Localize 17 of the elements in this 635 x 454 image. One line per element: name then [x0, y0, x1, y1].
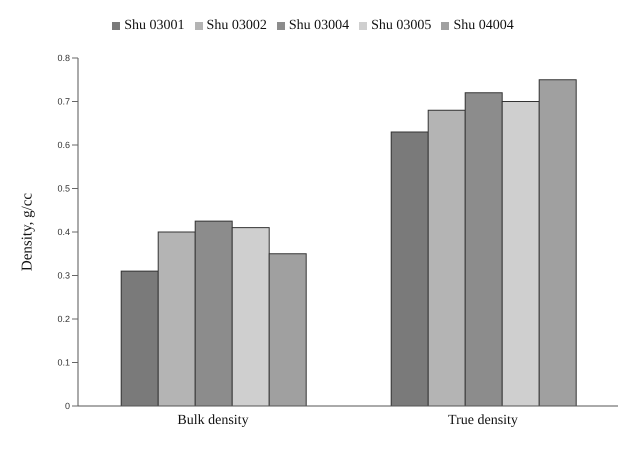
y-tick-label: 0 — [64, 401, 70, 412]
y-tick-label: 0.7 — [57, 96, 70, 107]
x-tick-label: True density — [448, 412, 518, 428]
legend-label: Shu 03004 — [288, 18, 350, 33]
legend-label: Shu 04004 — [453, 18, 514, 33]
y-tick-label: 0.5 — [57, 184, 70, 194]
legend-label: Shu 03001 — [124, 18, 185, 33]
y-tick-label: 0.1 — [57, 358, 70, 368]
y-axis-title: Density, g/cc — [19, 192, 36, 272]
legend-label: Shu 03005 — [371, 18, 432, 33]
legend-label: Shu 03002 — [206, 18, 267, 33]
y-tick-label: 0.2 — [57, 314, 70, 324]
y-tick-label: 0.8 — [57, 53, 70, 64]
y-tick-label: 0.4 — [57, 227, 70, 238]
y-tick-label: 0.6 — [57, 140, 70, 150]
y-tick-label: 0.3 — [57, 270, 70, 281]
x-tick-label: Bulk density — [177, 412, 249, 428]
